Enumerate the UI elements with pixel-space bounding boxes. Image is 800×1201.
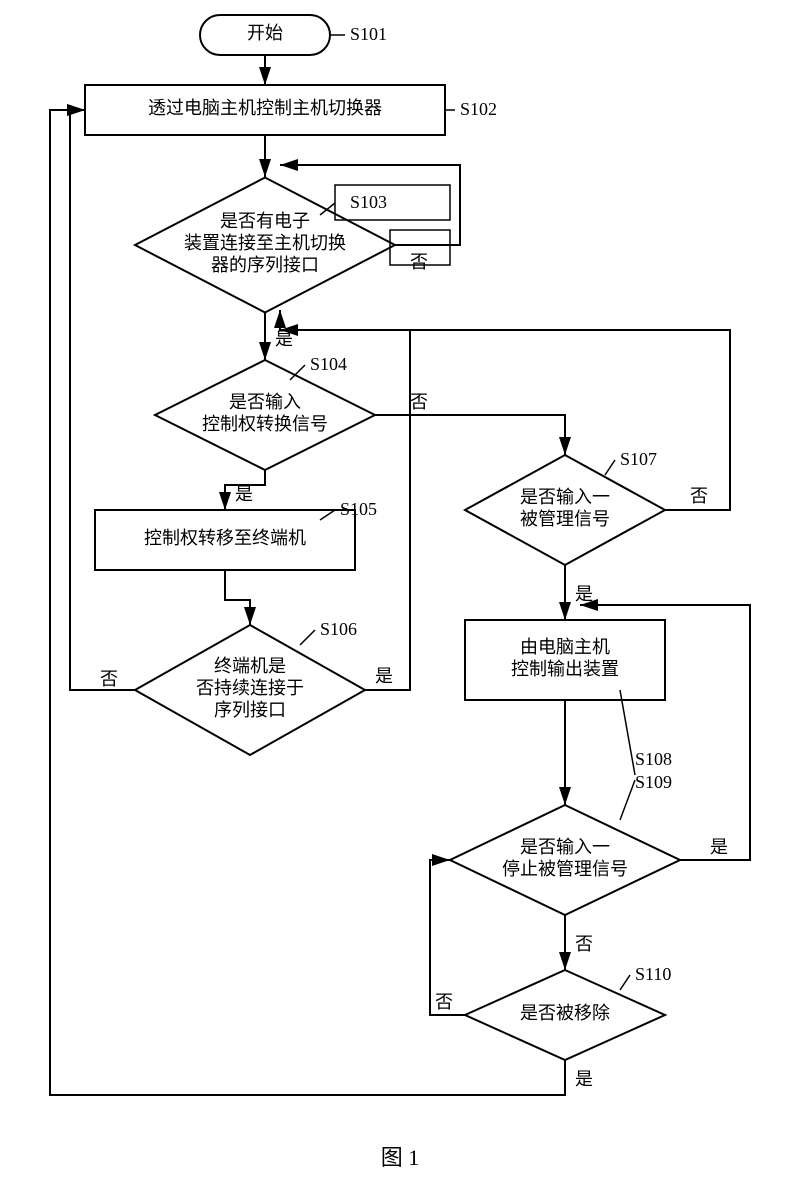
edge-label: 否 bbox=[410, 392, 428, 412]
svg-text:S103: S103 bbox=[350, 192, 387, 212]
edge-label: 是 bbox=[575, 584, 593, 604]
s102-label: S102 bbox=[460, 99, 497, 119]
edge-label: 否 bbox=[410, 252, 428, 272]
s106-text: 序列接口 bbox=[214, 700, 286, 720]
edge-label: 否 bbox=[435, 992, 453, 1012]
s104-text: 控制权转换信号 bbox=[202, 414, 328, 434]
s107-text: 被管理信号 bbox=[520, 509, 610, 529]
s110-text: 是否被移除 bbox=[520, 1003, 610, 1023]
s106-text: 否持续连接于 bbox=[196, 678, 304, 698]
s107-text: 是否输入一 bbox=[520, 487, 610, 507]
svg-text:S109: S109 bbox=[635, 772, 672, 792]
edge-label: 否 bbox=[100, 669, 118, 689]
figure-caption: 图 1 bbox=[381, 1145, 420, 1170]
s102-text: 透过电脑主机控制主机切换器 bbox=[148, 98, 382, 118]
s106-text: 终端机是 bbox=[214, 656, 286, 676]
s108-text: 控制输出装置 bbox=[511, 659, 619, 679]
s104-label: S104 bbox=[310, 354, 347, 374]
edge-label: 是 bbox=[375, 666, 393, 686]
s103-text: 是否有电子 bbox=[220, 211, 310, 231]
edge-label: 是 bbox=[575, 1069, 593, 1089]
edge-label: 否 bbox=[690, 486, 708, 506]
s105-text: 控制权转移至终端机 bbox=[144, 528, 306, 548]
edge-label: 是 bbox=[275, 329, 293, 349]
edge bbox=[70, 110, 135, 690]
s107-label: S107 bbox=[620, 449, 657, 469]
s103-text: 装置连接至主机切换 bbox=[184, 233, 346, 253]
s101-text: 开始 bbox=[247, 23, 283, 43]
s104-text: 是否输入 bbox=[229, 392, 301, 412]
s108-text: 由电脑主机 bbox=[520, 637, 610, 657]
svg-text:S108: S108 bbox=[635, 749, 672, 769]
s105-label: S105 bbox=[340, 499, 377, 519]
s103-text: 器的序列接口 bbox=[211, 255, 319, 275]
edge bbox=[225, 570, 250, 625]
edge-label: 否 bbox=[575, 934, 593, 954]
edge bbox=[375, 415, 565, 455]
edge-label: 是 bbox=[235, 484, 253, 504]
s109-text: 是否输入一 bbox=[520, 837, 610, 857]
s110-label: S110 bbox=[635, 964, 671, 984]
edge-label: 是 bbox=[710, 837, 728, 857]
s101-label: S101 bbox=[350, 24, 387, 44]
s106-label: S106 bbox=[320, 619, 357, 639]
s109-text: 停止被管理信号 bbox=[502, 859, 628, 879]
